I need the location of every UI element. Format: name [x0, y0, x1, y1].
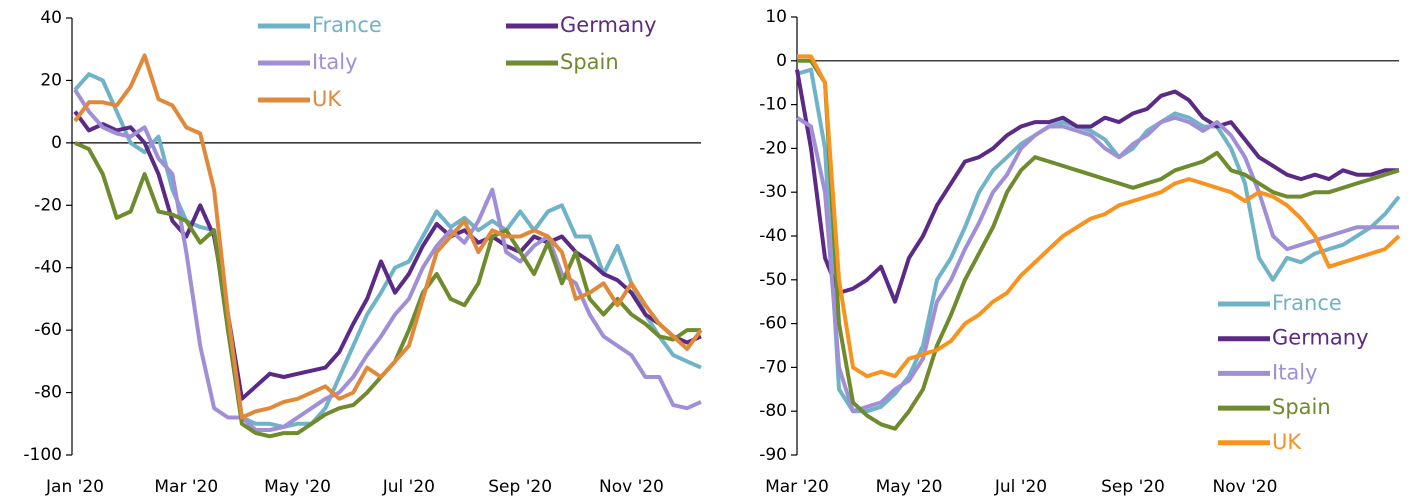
legend-label: UK — [1272, 430, 1302, 454]
y-tick-label: 0 — [776, 51, 787, 71]
y-tick-label: -10 — [759, 95, 787, 115]
x-tick-label: Mar '20 — [154, 477, 218, 497]
y-tick-label: -70 — [759, 357, 787, 377]
y-tick-label: -20 — [759, 138, 787, 158]
x-tick-label: Sep '20 — [488, 477, 552, 497]
x-tick-label: Jul '20 — [382, 477, 435, 497]
x-tick-label: Sep '20 — [1101, 477, 1165, 497]
x-tick-label: May '20 — [876, 477, 943, 497]
y-tick-label: -50 — [759, 270, 787, 290]
y-tick-label: 40 — [40, 8, 62, 28]
legend-label: France — [1272, 291, 1342, 315]
y-tick-label: -80 — [34, 383, 62, 403]
x-tick-label: Nov '20 — [1213, 477, 1278, 497]
y-tick-label: 0 — [51, 133, 62, 153]
series-line — [73, 72, 702, 429]
y-tick-label: -90 — [759, 445, 787, 465]
legend-label: Italy — [1272, 360, 1318, 384]
y-tick-label: -20 — [34, 195, 62, 215]
y-tick-label: 20 — [40, 70, 62, 90]
x-tick-label: May '20 — [264, 477, 331, 497]
legend-label: Spain — [560, 50, 619, 74]
legend-label: Spain — [1272, 395, 1331, 419]
legend-label: Italy — [312, 50, 358, 74]
y-tick-label: -30 — [759, 182, 787, 202]
series-line — [795, 69, 1399, 304]
y-tick-label: 10 — [765, 7, 787, 27]
y-tick-label: -80 — [759, 401, 787, 421]
y-tick-label: -40 — [759, 226, 787, 246]
y-tick-label: -60 — [34, 320, 62, 340]
series-line — [73, 88, 702, 432]
legend-label: Germany — [560, 13, 657, 37]
series-line — [795, 115, 1399, 414]
legend-label: UK — [312, 87, 342, 111]
x-tick-label: Jul '20 — [994, 477, 1047, 497]
series-line — [797, 58, 1400, 431]
legend-label: Germany — [1272, 326, 1369, 350]
x-tick-label: Nov '20 — [599, 477, 664, 497]
series-line — [73, 53, 703, 420]
y-tick-label: -60 — [759, 314, 787, 334]
x-tick-label: Jan '20 — [45, 477, 104, 497]
y-tick-label: -100 — [23, 445, 62, 465]
y-tick-label: -40 — [34, 258, 62, 278]
series-line — [797, 54, 1401, 379]
x-tick-label: Mar '20 — [765, 477, 829, 497]
legend-label: France — [312, 13, 382, 37]
series-line — [796, 67, 1401, 414]
series-line — [73, 110, 702, 401]
